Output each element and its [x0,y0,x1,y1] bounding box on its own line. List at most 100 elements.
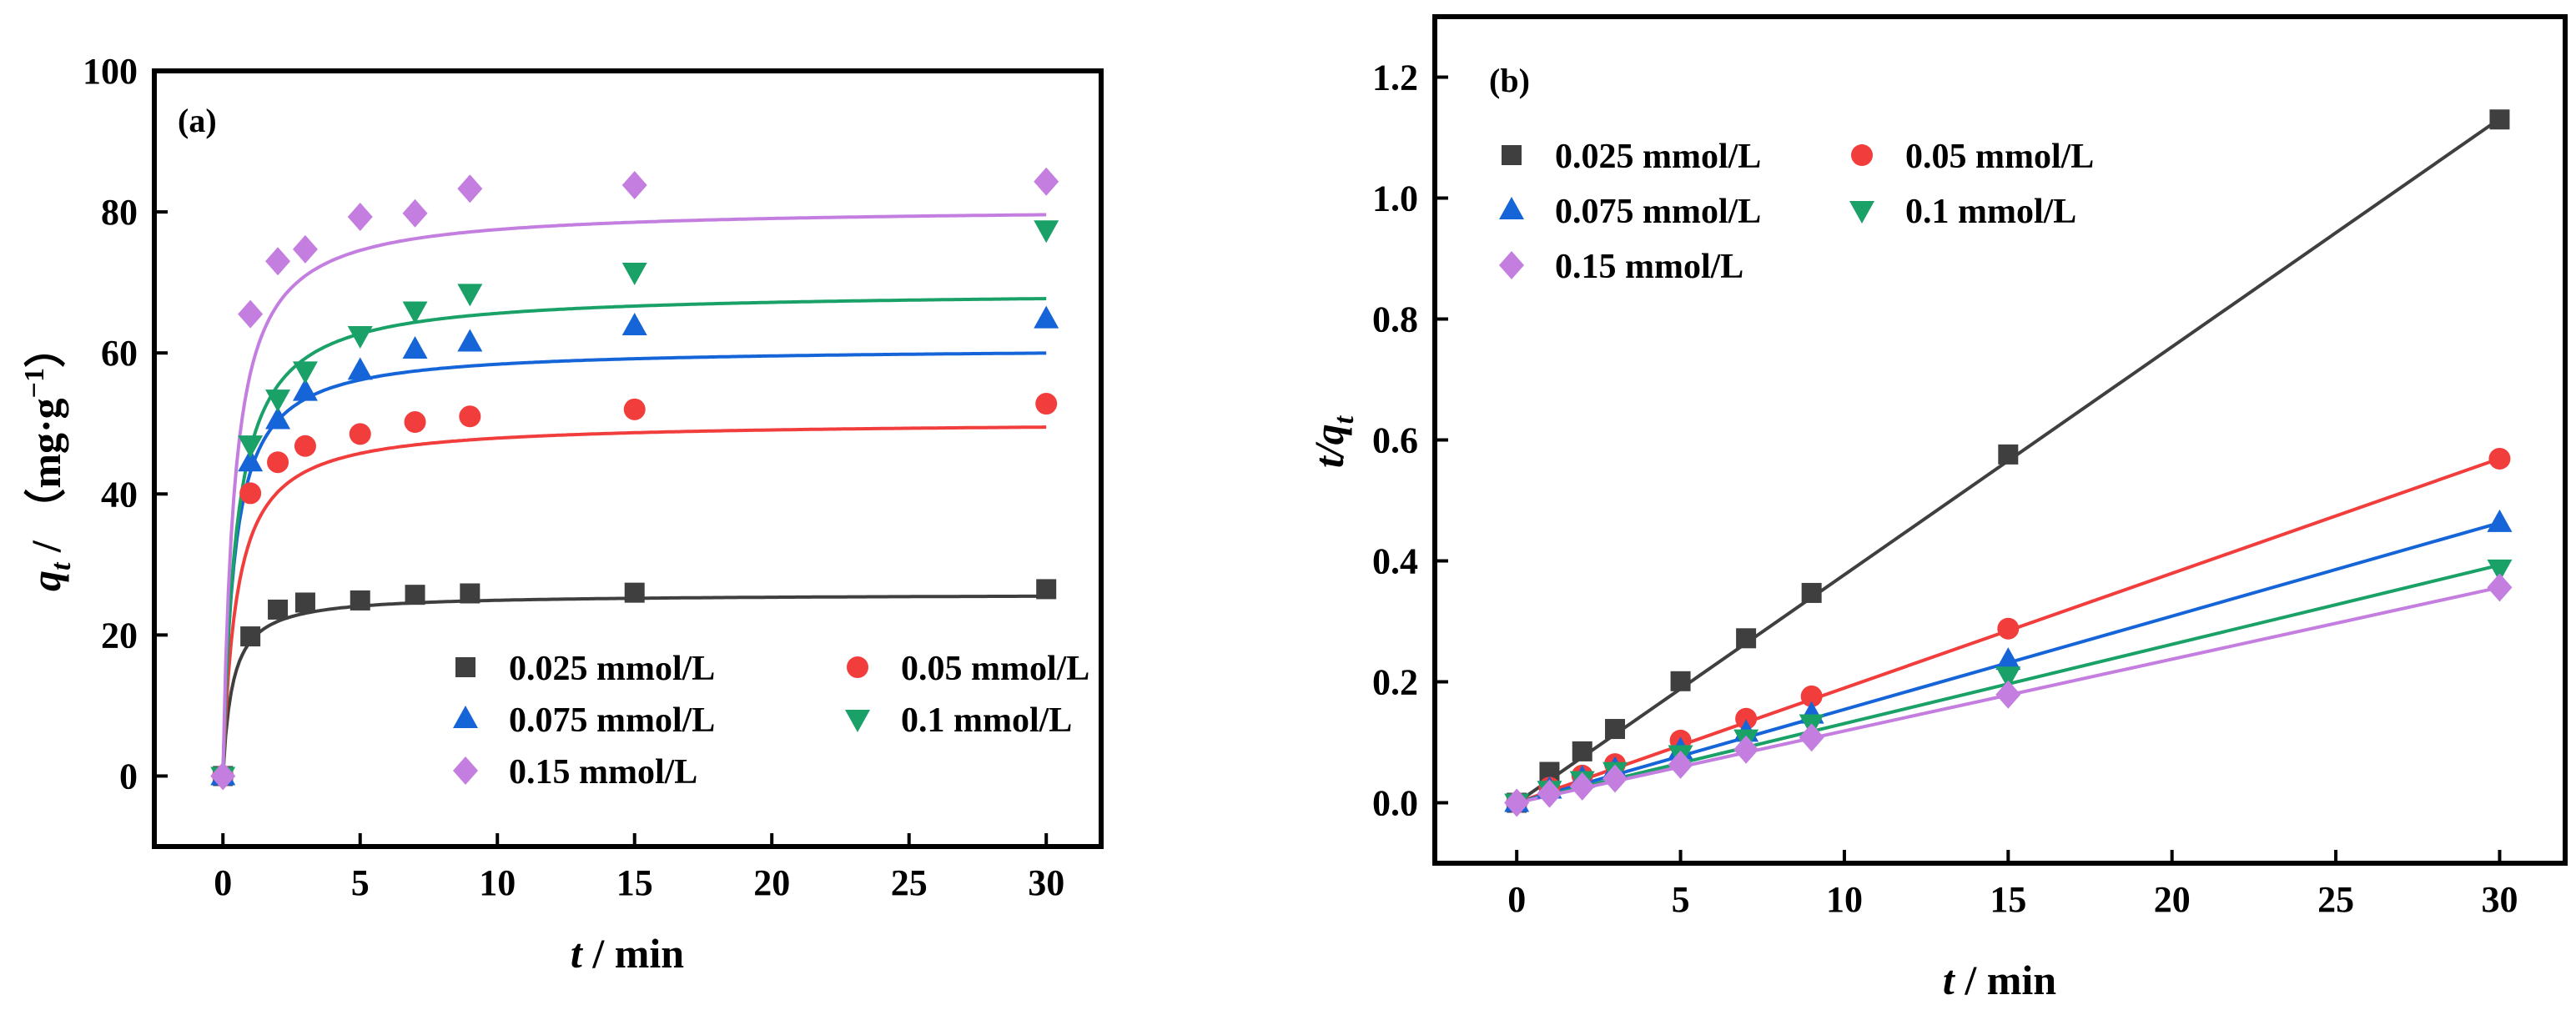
y-tick-label: 80 [101,192,138,233]
legend-a: 0.025 mmol/L 0.05 mmol/L 0.075 mmol/L 0.1 m… [453,650,1089,791]
plot-frame-a [152,68,1104,849]
y-tick-label: 60 [101,333,138,374]
legend-marker-0-025-mmol-l [455,657,475,677]
x-tick-label: 0 [214,862,232,903]
data-point-0-075-mmol-l [292,378,318,401]
legend-marker-0-1-mmol-l [845,710,870,732]
data-point-0-15-mmol-l [457,174,483,204]
data-point-0-05-mmol-l [404,411,426,434]
x-axis-title-a: t / min [571,930,684,977]
data-point-0-075-mmol-l [238,449,264,472]
data-point-0-15-mmol-l [1602,764,1628,793]
data-point-0-15-mmol-l [238,299,264,329]
legend-label-0-05-mmol-l: 0.05 mmol/L [901,650,1089,688]
data-point-0-15-mmol-l [292,234,318,264]
data-point-0-15-mmol-l [402,198,428,228]
data-point-0-025-mmol-l [1670,671,1691,691]
x-tick-label: 25 [891,862,928,903]
data-point-0-1-mmol-l [457,284,483,307]
legend-label-0-15-mmol-l: 0.15 mmol/L [1555,248,1743,286]
data-point-0-1-mmol-l [1034,220,1059,244]
y-tick-label: 0.2 [1372,662,1418,703]
data-point-0-05-mmol-l [2488,447,2511,470]
data-point-0-1-mmol-l [238,435,264,459]
data-point-0-025-mmol-l [1605,719,1626,740]
x-tick-label: 20 [2154,879,2191,920]
y-tick-label: 20 [101,615,138,656]
y-tick-label: 1.2 [1372,58,1418,98]
data-point-0-05-mmol-l [1997,617,2020,640]
legend-label-0-1-mmol-l: 0.1 mmol/L [1905,193,2076,231]
data-point-0-075-mmol-l [1995,647,2021,671]
data-point-0-1-mmol-l [1995,666,2021,690]
y-tick-label: 100 [83,51,138,92]
data-point-0-075-mmol-l [402,335,428,359]
data-point-0-05-mmol-l [239,482,262,505]
legend-label-0-025-mmol-l: 0.025 mmol/L [509,650,715,688]
legend-label-0-075-mmol-l: 0.075 mmol/L [1555,193,1761,231]
data-point-0-025-mmol-l [350,590,370,611]
legend-marker-0-05-mmol-l [847,656,868,678]
data-point-0-1-mmol-l [265,389,291,413]
data-points-a [210,167,1059,791]
data-point-0-075-mmol-l [1034,305,1059,329]
data-point-0-025-mmol-l [624,582,645,603]
x-tick-label: 15 [616,862,653,903]
data-point-0-15-mmol-l [1569,771,1595,801]
data-point-0-15-mmol-l [210,761,236,791]
fit-curves-a [221,213,1047,776]
y-tick-label: 40 [101,474,138,515]
data-point-0-15-mmol-l [265,247,291,276]
data-point-0-075-mmol-l [621,313,647,336]
data-point-0-05-mmol-l [1800,685,1823,707]
x-tick-label: 10 [479,862,516,903]
data-point-0-025-mmol-l [240,626,261,647]
x-axis-title-b: t / min [1943,957,2056,1003]
x-tick-label: 10 [1826,879,1863,920]
y-axis-title-a: qt / （mg·g−1） [19,326,77,591]
data-point-0-15-mmol-l [1995,680,2021,709]
legend-marker-0-15-mmol-l [1499,251,1524,279]
legend-label-0-1-mmol-l: 0.1 mmol/L [901,701,1072,740]
fit-line-0-15-mmol-l [221,213,1047,776]
x-tick-label: 5 [351,862,370,903]
x-tick-label: 5 [1672,879,1690,920]
y-tick-label: 0.8 [1372,299,1418,340]
data-point-0-05-mmol-l [349,423,371,445]
legend-label-0-15-mmol-l: 0.15 mmol/L [509,753,697,791]
data-point-0-15-mmol-l [621,170,647,199]
legend-marker-0-075-mmol-l [453,706,478,728]
x-tick-label: 20 [753,862,790,903]
data-point-0-025-mmol-l [1736,628,1757,649]
data-point-0-05-mmol-l [267,451,289,474]
legend-b: 0.025 mmol/L 0.05 mmol/L 0.075 mmol/L 0.1 m… [1499,138,2094,286]
chart-panel-a: 0 5 10 15 20 25 30 0 20 40 60 80 100 (a) t / min qt… [19,51,1104,977]
y-tick-label: 0.0 [1372,783,1418,824]
data-point-0-025-mmol-l [1572,741,1592,761]
data-point-0-025-mmol-l [1036,579,1057,600]
legend-label-0-05-mmol-l: 0.05 mmol/L [1905,138,2094,176]
data-point-0-15-mmol-l [1537,779,1562,808]
data-point-0-075-mmol-l [265,406,291,430]
data-point-0-1-mmol-l [2487,559,2513,582]
fit-line-0-05-mmol-l [221,425,1047,776]
data-point-0-1-mmol-l [292,361,318,384]
data-point-0-15-mmol-l [2487,573,2513,602]
y-tick-label: 1.0 [1372,178,1418,219]
chart-panel-b: 0 5 10 15 20 25 30 0.0 0.2 0.4 0.6 0.8 1.0 1.2 (b) t… [1306,14,2568,1003]
data-point-0-1-mmol-l [621,262,647,285]
data-point-0-075-mmol-l [347,357,373,380]
data-point-0-075-mmol-l [2487,509,2513,532]
data-point-0-025-mmol-l [294,592,315,613]
data-point-0-025-mmol-l [460,583,480,604]
legend-marker-0-025-mmol-l [1502,145,1522,165]
legend-label-0-025-mmol-l: 0.025 mmol/L [1555,138,1761,176]
y-tick-label: 0.4 [1372,541,1418,582]
y-tick-label: 0.6 [1372,420,1418,461]
x-ticks-b: 0 5 10 15 20 25 30 [1507,850,2518,920]
data-point-0-075-mmol-l [457,329,483,352]
data-point-0-05-mmol-l [1035,393,1058,415]
data-point-0-025-mmol-l [268,599,289,620]
data-point-0-15-mmol-l [1504,788,1530,817]
